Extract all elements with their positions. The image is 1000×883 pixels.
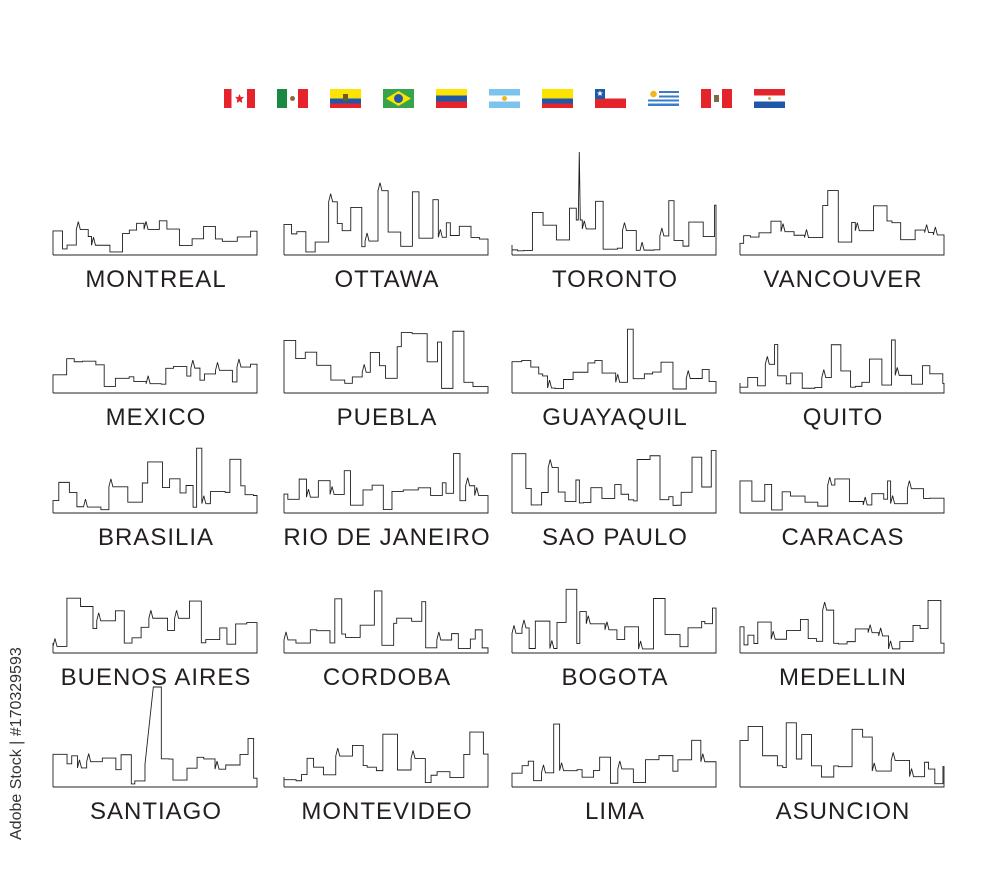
skyline-outline: [739, 722, 945, 788]
peru-flag-icon: [701, 89, 732, 108]
city-vancouver: VANCOUVER: [738, 150, 948, 294]
city-label: CORDOBA: [322, 664, 452, 691]
skyline-outline: [283, 731, 489, 788]
skyline-drawing: [283, 453, 489, 514]
skyline-drawing: [52, 447, 258, 514]
skyline-outline: [52, 686, 258, 788]
city-toronto: TORONTO: [510, 150, 720, 294]
skyline-drawing: [739, 476, 945, 514]
skyline-drawing: [511, 151, 717, 256]
skyline-outline: [739, 476, 945, 514]
skyline-drawing: [511, 328, 717, 394]
city-ottawa: OTTAWA: [282, 150, 492, 294]
skyline-drawing: [739, 722, 945, 788]
skyline-outline: [52, 358, 258, 394]
city-quito: QUITO: [738, 288, 948, 432]
paraguay-flag-icon: [754, 89, 785, 108]
chile-flag-icon: [595, 89, 626, 108]
skyline-outline: [52, 597, 258, 654]
skyline-drawing: [52, 220, 258, 256]
city-label: BUENOS AIRES: [60, 664, 252, 691]
city-label: RIO DE JANEIRO: [283, 524, 491, 551]
city-brasilia: BRASILIA: [51, 408, 261, 552]
city-label: CARACAS: [781, 524, 905, 551]
skyline-outline: [283, 182, 489, 256]
city-label: GUAYAQUIL: [542, 404, 688, 431]
mexico-flag-icon: [277, 89, 308, 108]
skyline-outline: [52, 447, 258, 514]
city-lima: LIMA: [510, 682, 720, 826]
city-label: BOGOTA: [561, 664, 669, 691]
skyline-drawing: [511, 450, 717, 514]
city-label: BRASILIA: [97, 524, 215, 551]
city-label: MONTREAL: [85, 266, 227, 293]
canada-flag-icon: [224, 89, 255, 108]
skyline-outline: [511, 450, 717, 514]
skyline-drawing: [283, 731, 489, 788]
city-label: MEXICO: [105, 404, 207, 431]
city-montreal: MONTREAL: [51, 150, 261, 294]
skyline-outline: [511, 723, 717, 788]
skyline-outline: [52, 220, 258, 256]
city-label: MEDELLIN: [778, 664, 908, 691]
skyline-outline: [739, 600, 945, 654]
city-sao-paulo: SAO PAULO: [510, 408, 720, 552]
skyline-outline: [511, 151, 717, 256]
skyline-drawing: [283, 330, 489, 394]
city-santiago: SANTIAGO: [51, 682, 261, 826]
city-guayaquil: GUAYAQUIL: [510, 288, 720, 432]
skyline-drawing: [52, 686, 258, 788]
argentina-flag-icon: [489, 89, 520, 108]
brazil-flag-icon: [383, 89, 414, 108]
uruguay-flag-icon: [648, 89, 679, 108]
city-medellin: MEDELLIN: [738, 548, 948, 692]
city-label: OTTAWA: [334, 266, 440, 293]
skyline-drawing: [739, 600, 945, 654]
skyline-outline: [283, 590, 489, 654]
city-label: LIMA: [584, 798, 645, 825]
skyline-outline: [739, 190, 945, 256]
skyline-outline: [511, 328, 717, 394]
stock-watermark: Adobe Stock | #170329593: [8, 647, 25, 840]
skyline-drawing: [283, 182, 489, 256]
city-cordoba: CORDOBA: [282, 548, 492, 692]
skyline-drawing: [511, 588, 717, 654]
city-caracas: CARACAS: [738, 408, 948, 552]
city-label: SANTIAGO: [89, 798, 223, 825]
city-puebla: PUEBLA: [282, 288, 492, 432]
skyline-outline: [511, 588, 717, 654]
city-label: VANCOUVER: [763, 266, 923, 293]
ecuador-flag-icon: [330, 89, 361, 108]
city-label: SAO PAULO: [542, 524, 688, 551]
flag-row: [224, 89, 785, 108]
city-label: TORONTO: [551, 266, 679, 293]
city-asuncion: ASUNCION: [738, 682, 948, 826]
city-label: QUITO: [802, 404, 884, 431]
skyline-outline: [739, 339, 945, 394]
skyline-outline: [283, 453, 489, 514]
skyline-drawing: [52, 358, 258, 394]
skyline-drawing: [739, 339, 945, 394]
city-mexico: MEXICO: [51, 288, 261, 432]
city-label: PUEBLA: [336, 404, 438, 431]
skyline-outline: [283, 330, 489, 394]
city-label: MONTEVIDEO: [301, 798, 473, 825]
city-buenos-aires: BUENOS AIRES: [51, 548, 261, 692]
venezuela-flag-icon: [436, 89, 467, 108]
city-bogota: BOGOTA: [510, 548, 720, 692]
skyline-drawing: [511, 723, 717, 788]
skyline-drawing: [283, 590, 489, 654]
city-montevideo: MONTEVIDEO: [282, 682, 492, 826]
skyline-drawing: [739, 190, 945, 256]
city-label: ASUNCION: [775, 798, 911, 825]
colombia-flag-icon: [542, 89, 573, 108]
skyline-drawing: [52, 597, 258, 654]
city-rio-de-janeiro: RIO DE JANEIRO: [282, 408, 492, 552]
